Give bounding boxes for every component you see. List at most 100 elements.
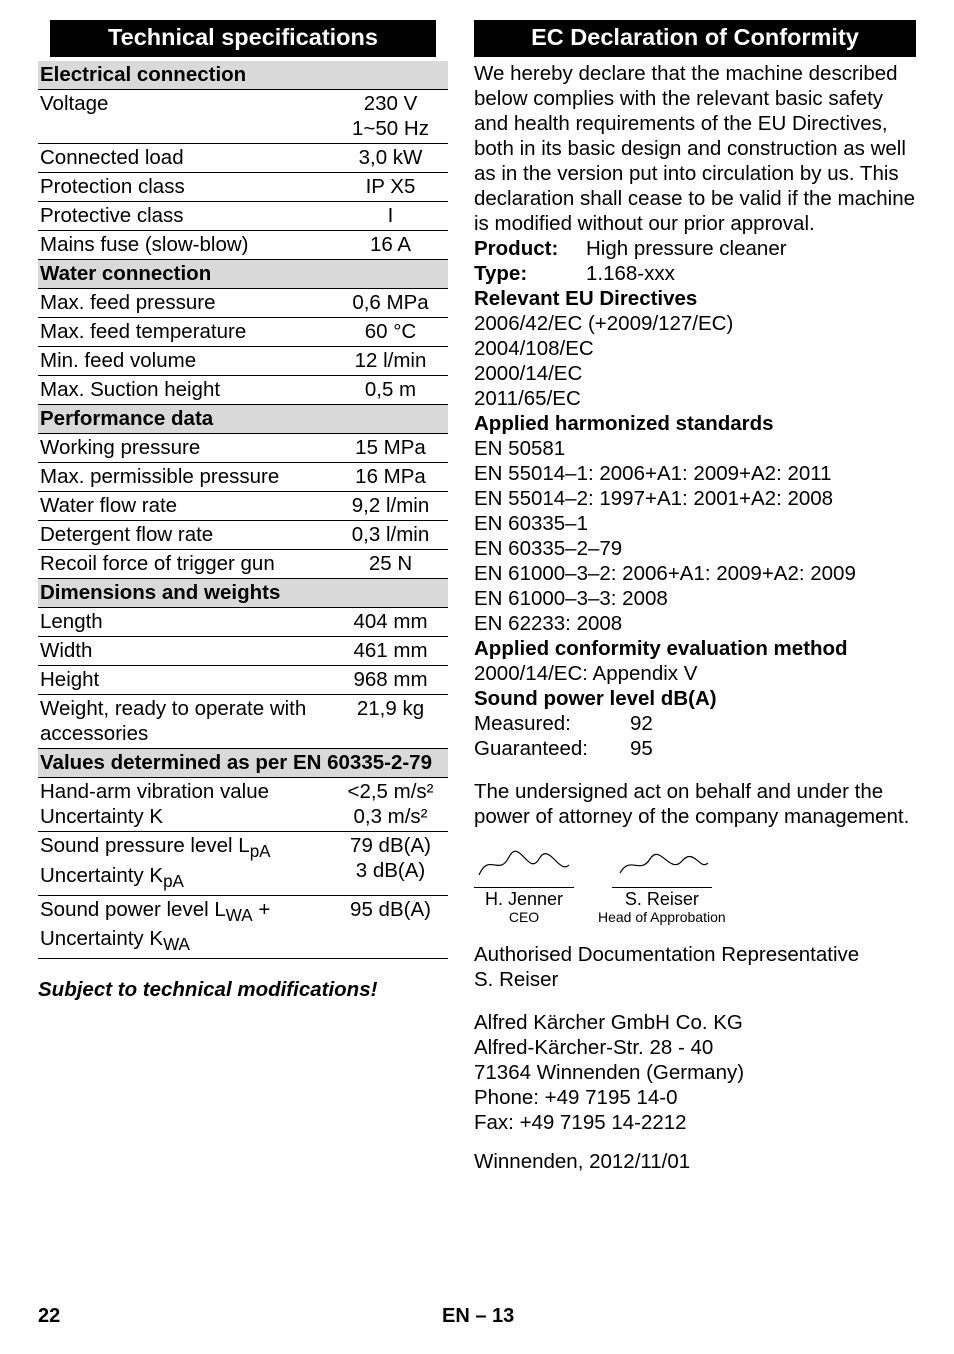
spec-value: 12 l/min xyxy=(333,346,448,375)
spec-label: Max. feed temperature xyxy=(38,317,333,346)
spec-value: 968 mm xyxy=(333,665,448,694)
standard-item: EN 61000–3–2: 2006+A1: 2009+A2: 2009 xyxy=(474,561,916,586)
type-value: 1.168-xxx xyxy=(586,261,675,286)
guaranteed-key: Guaranteed: xyxy=(474,736,630,761)
product-key: Product: xyxy=(474,236,586,261)
directive-item: 2000/14/EC xyxy=(474,361,916,386)
type-key: Type: xyxy=(474,261,586,286)
signature-1-scribble xyxy=(474,847,574,881)
spec-label: Connected load xyxy=(38,143,333,172)
standard-item: EN 60335–2–79 xyxy=(474,536,916,561)
address-line: Alfred-Kärcher-Str. 28 - 40 xyxy=(474,1035,916,1060)
spec-subheader: Electrical connection xyxy=(38,61,448,90)
spec-value: 3,0 kW xyxy=(333,143,448,172)
spec-value: 461 mm xyxy=(333,636,448,665)
conformity-heading: Applied conformity evaluation method xyxy=(474,636,916,661)
spec-subheader: Dimensions and weights xyxy=(38,578,448,607)
spec-value: <2,5 m/s²0,3 m/s² xyxy=(333,777,448,831)
spec-label: Height xyxy=(38,665,333,694)
spec-value: 60 °C xyxy=(333,317,448,346)
spec-label: Weight, ready to operate with accessorie… xyxy=(38,694,333,748)
guaranteed-row: Guaranteed: 95 xyxy=(474,736,916,761)
spec-value: 16 A xyxy=(333,230,448,259)
spec-label: Recoil force of trigger gun xyxy=(38,549,333,578)
directives-heading: Relevant EU Directives xyxy=(474,286,916,311)
spec-subheader: Values determined as per EN 60335-2-79 xyxy=(38,748,448,777)
signature-2-scribble xyxy=(612,847,712,881)
spec-label: Max. Suction height xyxy=(38,375,333,404)
product-value: High pressure cleaner xyxy=(586,236,787,261)
signature-1: H. Jenner CEO xyxy=(474,847,574,926)
measured-row: Measured: 92 xyxy=(474,711,916,736)
measured-value: 92 xyxy=(630,711,653,736)
measured-key: Measured: xyxy=(474,711,630,736)
spec-subheader: Water connection xyxy=(38,259,448,288)
spec-value: 25 N xyxy=(333,549,448,578)
spec-label: Mains fuse (slow-blow) xyxy=(38,230,333,259)
directive-item: 2011/65/EC xyxy=(474,386,916,411)
standards-list: EN 50581EN 55014–1: 2006+A1: 2009+A2: 20… xyxy=(474,436,916,636)
sig2-name: S. Reiser xyxy=(598,889,726,911)
spec-value: 79 dB(A)3 dB(A) xyxy=(333,831,448,895)
spec-value: 9,2 l/min xyxy=(333,491,448,520)
spec-label: Sound power level LWA + Uncertainty KWA xyxy=(38,895,333,959)
standard-item: EN 61000–3–3: 2008 xyxy=(474,586,916,611)
address-line: Fax: +49 7195 14-2212 xyxy=(474,1110,916,1135)
spec-label: Max. feed pressure xyxy=(38,288,333,317)
spec-label: Detergent flow rate xyxy=(38,520,333,549)
directives-list: 2006/42/EC (+2009/127/EC)2004/108/EC2000… xyxy=(474,311,916,411)
spec-value: 95 dB(A) xyxy=(333,895,448,959)
standard-item: EN 60335–1 xyxy=(474,511,916,536)
ec-intro: We hereby declare that the machine descr… xyxy=(474,61,916,236)
address-line: Alfred Kärcher GmbH Co. KG xyxy=(474,1010,916,1035)
right-column: EC Declaration of Conformity We hereby d… xyxy=(474,20,916,1174)
spec-label: Protective class xyxy=(38,201,333,230)
sound-heading: Sound power level dB(A) xyxy=(474,686,916,711)
auth-rep-label: Authorised Documentation Representative xyxy=(474,942,916,967)
spec-label: Working pressure xyxy=(38,433,333,462)
spec-value: IP X5 xyxy=(333,172,448,201)
spec-value: I xyxy=(333,201,448,230)
spec-label: Sound pressure level LpAUncertainty KpA xyxy=(38,831,333,895)
spec-label: Length xyxy=(38,607,333,636)
address-line: 71364 Winnenden (Germany) xyxy=(474,1060,916,1085)
conformity-value: 2000/14/EC: Appendix V xyxy=(474,661,916,686)
spec-value: 0,5 m xyxy=(333,375,448,404)
page-number: 22 xyxy=(38,1304,60,1328)
spec-value: 21,9 kg xyxy=(333,694,448,748)
tech-spec-note: Subject to technical modifications! xyxy=(38,977,448,1002)
spec-value: 0,3 l/min xyxy=(333,520,448,549)
standard-item: EN 55014–2: 1997+A1: 2001+A2: 2008 xyxy=(474,486,916,511)
address-block: Alfred Kärcher GmbH Co. KGAlfred-Kärcher… xyxy=(474,1010,916,1135)
left-column: Technical specifications Electrical conn… xyxy=(38,20,448,1174)
standards-heading: Applied harmonized standards xyxy=(474,411,916,436)
page-code: EN – 13 xyxy=(442,1304,514,1328)
sig2-role: Head of Approbation xyxy=(598,909,726,926)
standard-item: EN 55014–1: 2006+A1: 2009+A2: 2011 xyxy=(474,461,916,486)
spec-value: 15 MPa xyxy=(333,433,448,462)
spec-value: 230 V1~50 Hz xyxy=(333,89,448,143)
spec-label: Protection class xyxy=(38,172,333,201)
spec-value: 16 MPa xyxy=(333,462,448,491)
standard-item: EN 50581 xyxy=(474,436,916,461)
spec-label: Voltage xyxy=(38,89,333,143)
undersigned: The undersigned act on behalf and under … xyxy=(474,779,916,829)
sign-date: Winnenden, 2012/11/01 xyxy=(474,1149,916,1174)
guaranteed-value: 95 xyxy=(630,736,653,761)
signature-2: S. Reiser Head of Approbation xyxy=(598,847,726,926)
page-footer: 22 EN – 13 xyxy=(38,1304,916,1328)
product-row: Product: High pressure cleaner xyxy=(474,236,916,261)
spec-label: Water flow rate xyxy=(38,491,333,520)
spec-label: Min. feed volume xyxy=(38,346,333,375)
spec-value: 404 mm xyxy=(333,607,448,636)
type-row: Type: 1.168-xxx xyxy=(474,261,916,286)
address-line: Phone: +49 7195 14-0 xyxy=(474,1085,916,1110)
tech-spec-heading: Technical specifications xyxy=(50,20,436,57)
directive-item: 2004/108/EC xyxy=(474,336,916,361)
ec-heading: EC Declaration of Conformity xyxy=(474,20,916,57)
spec-value: 0,6 MPa xyxy=(333,288,448,317)
sig1-role: CEO xyxy=(474,909,574,926)
spec-subheader: Performance data xyxy=(38,404,448,433)
sig1-name: H. Jenner xyxy=(474,889,574,911)
signature-block: H. Jenner CEO S. Reiser Head of Approbat… xyxy=(474,847,916,926)
